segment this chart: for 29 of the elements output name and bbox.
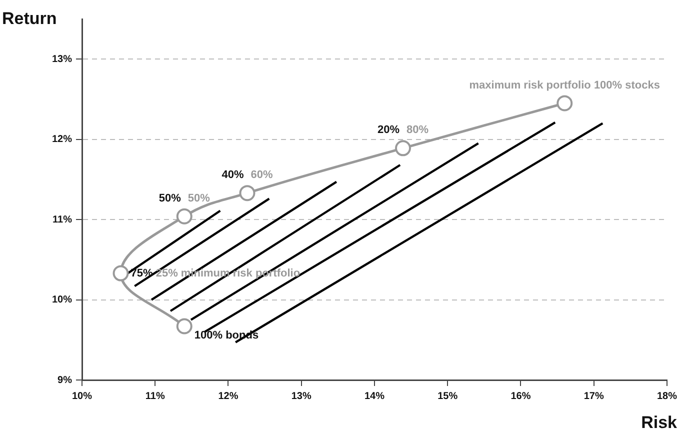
x-tick-label: 13% <box>291 390 312 402</box>
y-axis-title: Return <box>2 9 57 28</box>
point <box>176 208 192 224</box>
x-tick-label: 16% <box>510 390 531 402</box>
annotation: 50% <box>158 192 182 204</box>
x-tick-label: 18% <box>656 390 678 402</box>
y-tick-label: 12% <box>52 134 72 146</box>
x-tick-label: 17% <box>584 390 604 402</box>
point <box>395 140 412 156</box>
point <box>239 185 256 202</box>
x-axis-title: Risk <box>641 413 678 432</box>
y-tick-label: 9% <box>58 374 72 386</box>
annotation: 40% <box>222 169 244 182</box>
point <box>176 318 192 334</box>
x-tick-label: 12% <box>218 390 238 402</box>
annotation: 80% <box>406 124 429 136</box>
annotation: 20% <box>378 124 400 136</box>
annotation: 60% <box>250 169 273 182</box>
annotation: maximum risk portfolio 100% stocks <box>469 79 660 92</box>
x-tick-label: 14% <box>364 390 385 402</box>
y-tick-label: 13% <box>52 54 72 65</box>
x-tick-label: 11% <box>145 390 165 402</box>
y-tick-label: 10% <box>52 294 72 306</box>
point <box>556 95 573 112</box>
point <box>112 265 129 282</box>
x-tick-label: 10% <box>72 390 92 402</box>
x-tick-label: 15% <box>438 390 458 402</box>
y-tick-label: 11% <box>52 214 72 226</box>
annotation: 50% <box>188 192 210 204</box>
